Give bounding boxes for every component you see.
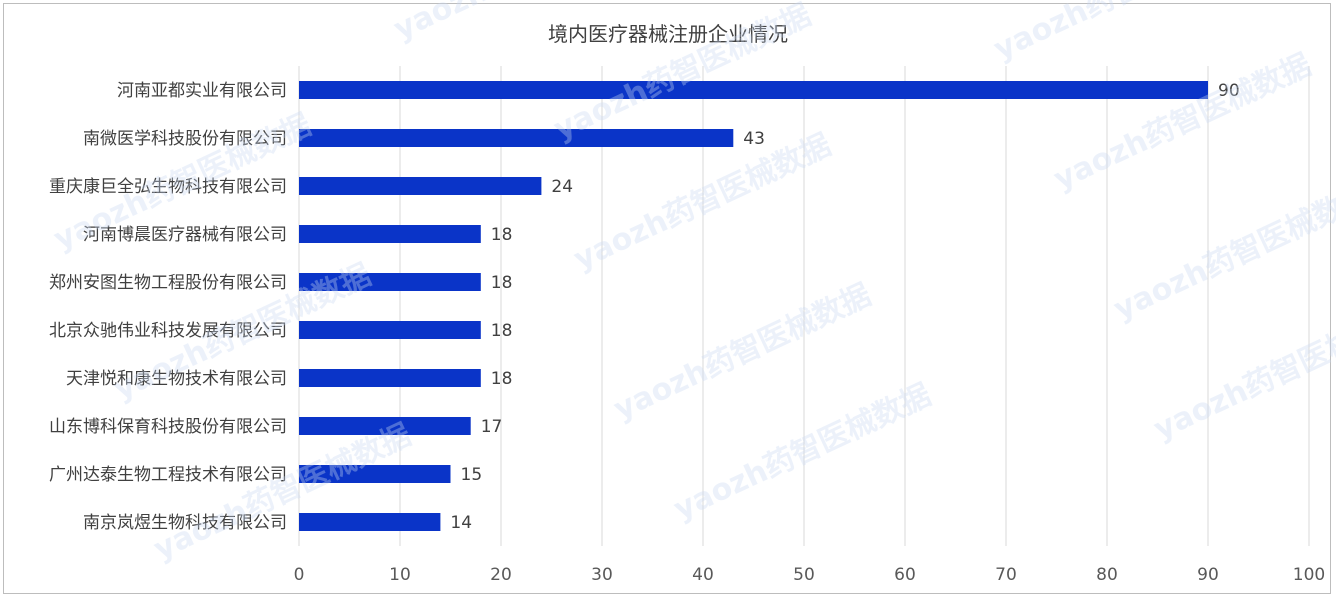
- x-tick-labels: 0 10 20 30 40 50 60 70 80 90 100: [294, 565, 1326, 585]
- x-tick-label: 0: [294, 565, 305, 585]
- bars: [299, 81, 1208, 531]
- data-label: 18: [491, 225, 513, 245]
- data-label: 18: [491, 273, 513, 293]
- x-tick-label: 40: [692, 565, 714, 585]
- x-tick-label: 100: [1293, 565, 1325, 585]
- category-label: 河南博晨医疗器械有限公司: [83, 225, 287, 245]
- category-label: 郑州安图生物工程股份有限公司: [49, 273, 287, 293]
- watermark: yaozh药智医械数据: [149, 418, 417, 568]
- bar: [299, 321, 481, 339]
- x-tick-label: 30: [591, 565, 613, 585]
- x-tick-label: 70: [995, 565, 1017, 585]
- x-tick-label: 20: [490, 565, 512, 585]
- x-tick-label: 50: [793, 565, 815, 585]
- bar: [299, 369, 481, 387]
- data-label: 18: [491, 369, 513, 389]
- watermark: yaozh药智医械数据: [1149, 298, 1336, 448]
- data-label: 24: [551, 177, 573, 197]
- category-label: 南微医学科技股份有限公司: [83, 129, 287, 149]
- watermark: yaozh药智医械数据: [609, 278, 877, 428]
- data-label: 18: [491, 321, 513, 341]
- category-label: 广州达泰生物工程技术有限公司: [49, 465, 287, 485]
- category-label: 河南亚都实业有限公司: [117, 81, 287, 101]
- data-label: 15: [461, 465, 483, 485]
- bar: [299, 273, 481, 291]
- x-tick-label: 10: [389, 565, 411, 585]
- data-label: 43: [743, 129, 765, 149]
- category-label: 山东博科保育科技股份有限公司: [49, 417, 287, 437]
- x-tick-label: 90: [1197, 565, 1219, 585]
- watermark: yaozh药智医械数据: [1109, 178, 1336, 328]
- watermark: yaozh药智医械数据: [989, 0, 1257, 67]
- bar: [299, 81, 1208, 99]
- bar: [299, 417, 471, 435]
- category-label: 南京岚煜生物科技有限公司: [83, 513, 287, 533]
- category-label: 重庆康巨全弘生物科技有限公司: [49, 177, 287, 197]
- watermark: yaozh药智医械数据: [669, 378, 937, 528]
- chart-frame: [3, 3, 1331, 594]
- category-labels: 河南亚都实业有限公司南微医学科技股份有限公司重庆康巨全弘生物科技有限公司河南博晨…: [49, 81, 287, 533]
- bar: [299, 225, 481, 243]
- data-labels: 90 43 24 18 18 18 18 17 15 14: [450, 81, 1239, 533]
- data-label: 90: [1218, 81, 1240, 101]
- category-label: 北京众驰伟业科技发展有限公司: [49, 321, 287, 341]
- x-tick-label: 60: [894, 565, 916, 585]
- bar: [299, 465, 451, 483]
- watermark: yaozh药智医械数据: [1049, 48, 1317, 198]
- category-label: 天津悦和康生物技术有限公司: [66, 369, 287, 389]
- watermark: yaozh药智医械数据: [389, 0, 657, 47]
- chart-title: 境内医疗器械注册企业情况: [548, 22, 788, 46]
- data-label: 17: [481, 417, 503, 437]
- bar: [299, 129, 734, 147]
- x-tick-label: 80: [1096, 565, 1118, 585]
- gridlines: [298, 66, 1310, 546]
- bar: [299, 513, 441, 531]
- bar: [299, 177, 542, 195]
- watermark: yaozh药智医械数据: [549, 0, 817, 147]
- data-label: 14: [450, 513, 472, 533]
